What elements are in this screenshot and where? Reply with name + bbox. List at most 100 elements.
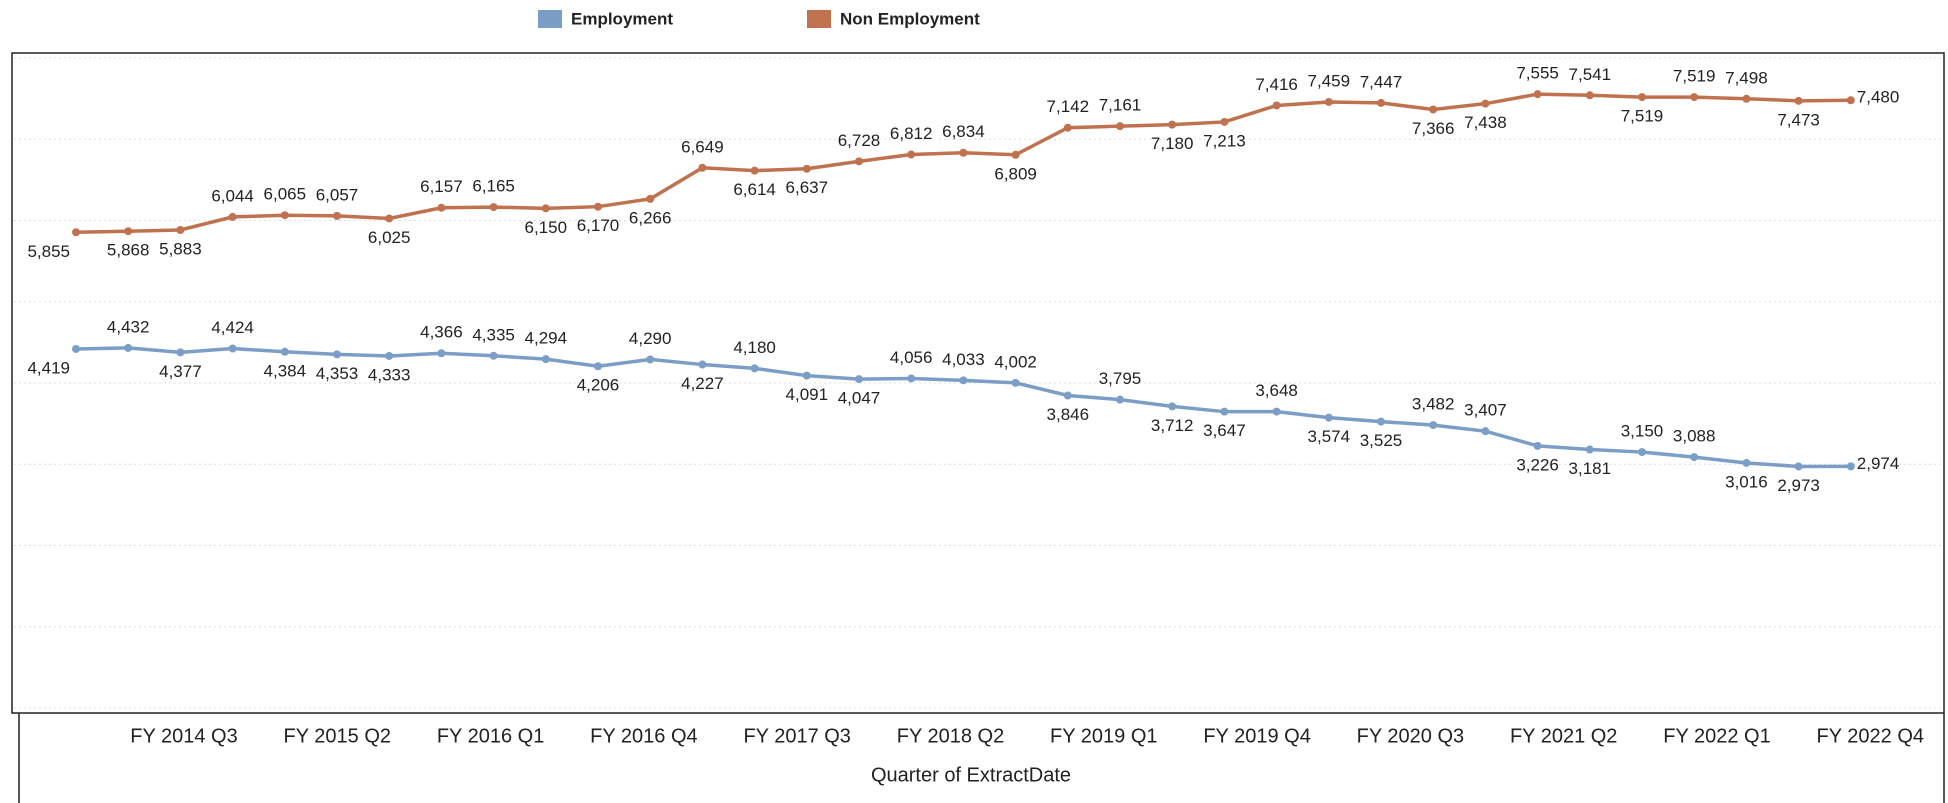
x-axis-title: Quarter of ExtractDate bbox=[871, 764, 1071, 786]
x-tick-label: FY 2022 Q4 bbox=[1817, 725, 1924, 747]
data-label: 4,294 bbox=[525, 329, 568, 348]
data-label: 4,033 bbox=[942, 350, 985, 369]
data-label: 7,180 bbox=[1151, 134, 1194, 153]
data-label: 4,056 bbox=[890, 348, 933, 367]
data-point bbox=[1116, 122, 1124, 131]
data-point bbox=[1324, 413, 1333, 422]
x-tick-label: FY 2018 Q2 bbox=[897, 725, 1004, 747]
legend-swatch bbox=[807, 10, 831, 28]
data-label: 7,555 bbox=[1516, 64, 1559, 83]
data-label: 4,424 bbox=[211, 318, 254, 337]
data-label: 6,637 bbox=[786, 178, 829, 197]
data-label: 4,335 bbox=[472, 325, 515, 344]
data-label: 7,519 bbox=[1673, 67, 1716, 86]
data-label: 7,366 bbox=[1412, 119, 1455, 138]
data-label: 3,712 bbox=[1151, 416, 1194, 435]
data-point bbox=[959, 148, 968, 157]
data-point bbox=[1533, 441, 1542, 450]
data-label: 6,057 bbox=[316, 185, 359, 204]
x-tick-label: FY 2021 Q2 bbox=[1510, 725, 1617, 747]
data-label: 7,438 bbox=[1464, 113, 1507, 132]
data-point bbox=[333, 211, 341, 220]
data-point bbox=[385, 351, 394, 360]
data-label: 2,973 bbox=[1777, 476, 1820, 495]
data-label: 4,002 bbox=[994, 352, 1037, 371]
plot-frame bbox=[11, 52, 1945, 714]
data-point bbox=[594, 202, 602, 211]
data-point bbox=[1690, 453, 1699, 462]
data-point bbox=[1429, 105, 1438, 114]
data-label: 3,181 bbox=[1569, 459, 1612, 478]
data-label: 3,226 bbox=[1516, 455, 1559, 474]
data-point bbox=[333, 350, 341, 359]
data-label: 7,519 bbox=[1621, 107, 1664, 126]
x-tick-label: FY 2016 Q1 bbox=[437, 725, 544, 747]
data-point bbox=[802, 164, 811, 173]
x-tick-label: FY 2015 Q2 bbox=[284, 725, 391, 747]
data-label: 3,016 bbox=[1725, 472, 1768, 491]
data-point bbox=[1742, 94, 1751, 103]
data-label: 4,290 bbox=[629, 329, 672, 348]
data-point bbox=[855, 157, 863, 166]
data-point bbox=[124, 227, 133, 236]
data-label: 4,377 bbox=[159, 362, 202, 381]
data-label: 4,432 bbox=[107, 317, 150, 336]
data-point bbox=[437, 203, 446, 212]
data-label: 4,227 bbox=[681, 374, 724, 393]
data-label: 3,150 bbox=[1621, 422, 1664, 441]
data-label: 3,407 bbox=[1464, 401, 1507, 420]
data-label: 4,353 bbox=[316, 364, 359, 383]
data-point bbox=[1116, 395, 1124, 404]
data-label: 4,091 bbox=[786, 385, 829, 404]
data-label: 6,266 bbox=[629, 208, 672, 227]
series-line bbox=[75, 92, 1851, 235]
x-tick-label: FY 2019 Q4 bbox=[1203, 725, 1310, 747]
data-point bbox=[1690, 93, 1699, 102]
data-point bbox=[280, 347, 289, 356]
data-point bbox=[646, 355, 655, 364]
data-point bbox=[1638, 93, 1646, 102]
x-tick-label: FY 2016 Q4 bbox=[590, 725, 697, 747]
data-label: 5,855 bbox=[27, 242, 70, 261]
data-point bbox=[1585, 445, 1594, 454]
data-point bbox=[907, 150, 916, 159]
data-point bbox=[698, 360, 707, 369]
data-point bbox=[1429, 421, 1438, 430]
data-label: 7,213 bbox=[1203, 131, 1246, 150]
data-point bbox=[1377, 417, 1385, 426]
data-point bbox=[1638, 448, 1646, 457]
data-point bbox=[228, 212, 237, 221]
data-point bbox=[1011, 378, 1020, 387]
data-point bbox=[907, 374, 916, 383]
x-tick-label: FY 2022 Q1 bbox=[1663, 725, 1770, 747]
legend-label: Employment bbox=[571, 9, 673, 28]
data-point bbox=[176, 226, 185, 235]
data-label: 3,482 bbox=[1412, 395, 1455, 414]
data-label: 6,728 bbox=[838, 131, 881, 150]
data-label: 4,180 bbox=[733, 338, 776, 357]
data-label: 4,419 bbox=[27, 358, 70, 377]
data-label: 3,648 bbox=[1255, 381, 1298, 400]
data-label: 6,170 bbox=[577, 216, 620, 235]
data-point bbox=[280, 211, 289, 220]
data-point bbox=[72, 344, 80, 353]
data-point bbox=[541, 204, 550, 213]
data-point bbox=[1481, 99, 1490, 108]
data-point bbox=[1220, 407, 1229, 416]
data-point bbox=[1272, 101, 1281, 110]
data-point bbox=[750, 166, 759, 175]
data-label: 6,165 bbox=[472, 177, 515, 196]
data-point bbox=[1272, 407, 1281, 416]
data-point bbox=[1742, 458, 1751, 467]
data-label: 4,206 bbox=[577, 376, 620, 395]
data-point bbox=[1585, 91, 1594, 100]
data-label: 3,088 bbox=[1673, 427, 1716, 446]
data-label: 6,649 bbox=[681, 137, 724, 156]
data-point bbox=[489, 351, 498, 360]
data-label: 5,868 bbox=[107, 241, 150, 260]
data-point bbox=[1220, 117, 1229, 126]
data-point bbox=[228, 344, 237, 353]
data-label: 5,883 bbox=[159, 239, 202, 258]
